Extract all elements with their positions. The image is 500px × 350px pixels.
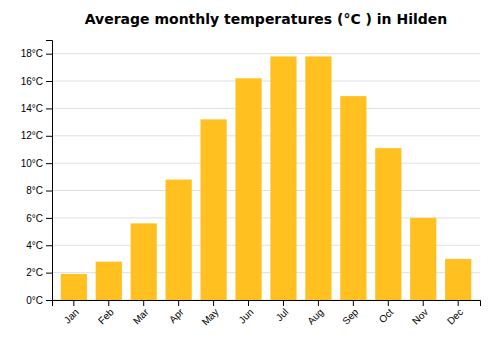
- tick-mark: [248, 300, 249, 306]
- bar: [305, 56, 331, 300]
- tick: Nov: [410, 300, 430, 327]
- tick: Feb: [96, 300, 116, 326]
- tick-label: Jul: [274, 306, 291, 323]
- tick-mark: [318, 300, 319, 306]
- tick-mark: [143, 300, 144, 306]
- tick-mark: [283, 300, 284, 306]
- bar: [200, 119, 226, 300]
- tick-mark: [46, 136, 52, 137]
- tick: Oct: [377, 300, 396, 325]
- tick: May: [200, 300, 221, 328]
- tick: Dec: [445, 300, 465, 327]
- title: Average monthly temperatures (°C ) in Hi…: [85, 11, 448, 27]
- tick-mark: [46, 273, 52, 274]
- tick-mark: [46, 300, 52, 301]
- grid-line: [52, 163, 480, 164]
- tick-mark: [353, 300, 354, 306]
- bar: [445, 259, 471, 300]
- tick-label: 18°C: [21, 48, 43, 59]
- tick-label: 10°C: [21, 158, 43, 169]
- grid: [52, 54, 480, 300]
- axis-line: [53, 301, 481, 307]
- bar: [410, 218, 436, 300]
- axis-line: [46, 41, 53, 301]
- bar: [96, 262, 122, 300]
- tick: 16°C: [21, 76, 52, 87]
- grid-line: [52, 190, 480, 191]
- tick-label: Jun: [236, 306, 255, 325]
- tick: 10°C: [21, 158, 52, 169]
- tick-mark: [46, 245, 52, 246]
- tick-mark: [46, 54, 52, 55]
- tick: 2°C: [26, 267, 52, 278]
- bar: [235, 78, 261, 300]
- tick: Jun: [236, 300, 255, 326]
- tick: Apr: [167, 300, 186, 325]
- tick: 18°C: [21, 48, 52, 59]
- bar: [61, 274, 87, 300]
- tick-label: 12°C: [21, 130, 43, 141]
- tick-label: Nov: [410, 306, 430, 326]
- tick: 8°C: [26, 185, 52, 196]
- tick-label: 14°C: [21, 103, 43, 114]
- tick: 14°C: [21, 103, 52, 114]
- chart: Jan Feb Mar Apr May Jun Jul Aug Sep Oct Nov Dec 0°C 2…: [0, 0, 500, 350]
- grid-line: [52, 81, 480, 82]
- tick-label: 16°C: [21, 76, 43, 87]
- tick-mark: [46, 163, 52, 164]
- tick-label: Sep: [340, 306, 361, 327]
- tick-mark: [458, 300, 459, 306]
- tick-label: Apr: [167, 306, 186, 325]
- tick-label: Oct: [377, 306, 396, 325]
- tick-label: 4°C: [26, 240, 43, 251]
- tick-mark: [388, 300, 389, 306]
- tick-mark: [46, 218, 52, 219]
- tick-label: Dec: [445, 306, 465, 326]
- x-axis: Jan Feb Mar Apr May Jun Jul Aug Sep Oct Nov Dec: [53, 300, 481, 328]
- tick: 4°C: [26, 240, 52, 251]
- tick: Mar: [131, 300, 151, 326]
- tick-label: 0°C: [26, 295, 43, 306]
- tick-label: Feb: [96, 306, 116, 326]
- tick: Aug: [305, 300, 325, 327]
- tick: Jan: [62, 300, 81, 326]
- tick: Sep: [340, 300, 361, 327]
- tick-label: May: [200, 306, 221, 327]
- tick-mark: [46, 81, 52, 82]
- tick-label: 8°C: [26, 185, 43, 196]
- grid-line: [52, 53, 480, 54]
- tick: 0°C: [26, 295, 52, 306]
- tick: 12°C: [21, 130, 52, 141]
- bar: [166, 180, 192, 300]
- tick: Jul: [274, 300, 291, 323]
- tick: 6°C: [26, 213, 52, 224]
- tick-mark: [213, 300, 214, 306]
- tick-mark: [46, 108, 52, 109]
- tick-mark: [108, 300, 109, 306]
- bar: [375, 148, 401, 300]
- plot: Jan Feb Mar Apr May Jun Jul Aug Sep Oct Nov Dec 0°C 2…: [21, 41, 481, 328]
- y-axis: 0°C 2°C 4°C 6°C 8°C 10°C 12°C 14°C 16°C 18°C: [21, 41, 53, 306]
- bar: [270, 56, 296, 300]
- bar: [131, 223, 157, 300]
- grid-line: [52, 135, 480, 136]
- tick-label: Aug: [305, 306, 325, 326]
- bars: [61, 56, 472, 300]
- tick-label: Jan: [62, 306, 81, 325]
- bar: [340, 96, 366, 300]
- tick-mark: [178, 300, 179, 306]
- tick-label: 2°C: [26, 267, 43, 278]
- tick-label: Mar: [131, 306, 151, 326]
- tick-mark: [46, 191, 52, 192]
- tick-label: 6°C: [26, 213, 43, 224]
- tick-mark: [423, 300, 424, 306]
- tick-mark: [73, 300, 74, 306]
- grid-line: [52, 108, 480, 109]
